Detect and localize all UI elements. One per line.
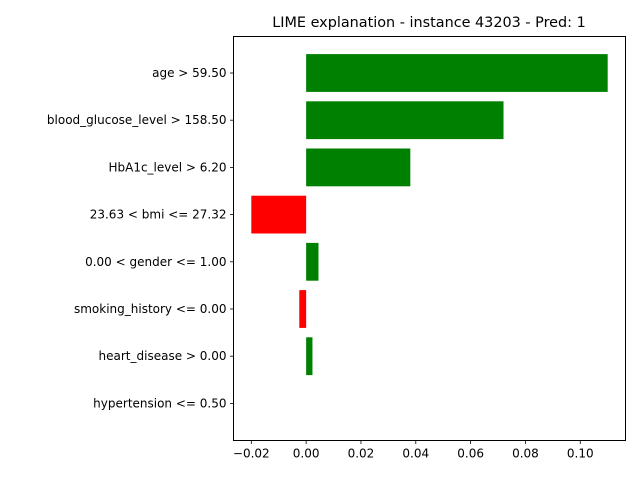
bar-3 — [251, 195, 307, 234]
bar-4 — [306, 242, 319, 281]
y-tick-label-7: hypertension <= 0.50 — [93, 396, 226, 410]
y-tick-label-5: smoking_history <= 0.00 — [74, 302, 227, 316]
x-tick-label-5: 0.08 — [512, 447, 539, 461]
bar-5 — [299, 290, 307, 328]
x-tick-label-1: 0.00 — [293, 447, 320, 461]
bar-1 — [306, 101, 504, 140]
bar-0 — [306, 54, 608, 92]
x-tick-label-0: −0.02 — [233, 447, 270, 461]
x-tick-label-6: 0.10 — [567, 447, 594, 461]
y-tick-label-0: age > 59.50 — [152, 66, 226, 80]
y-tick-label-3: 23.63 < bmi <= 27.32 — [90, 208, 227, 222]
y-axis: age > 59.50 blood_glucose_level > 158.50 H… — [47, 66, 234, 410]
y-tick-label-4: 0.00 < gender <= 1.00 — [85, 255, 226, 269]
y-tick-label-1: blood_glucose_level > 158.50 — [47, 113, 227, 127]
x-tick-label-3: 0.04 — [402, 447, 429, 461]
bar-6 — [306, 337, 313, 376]
y-tick-label-6: heart_disease > 0.00 — [99, 349, 227, 363]
chart-title: LIME explanation - instance 43203 - Pred… — [272, 15, 586, 31]
x-axis: −0.02 0.00 0.02 0.04 0.06 0.08 0.10 — [233, 440, 594, 461]
x-tick-label-2: 0.02 — [348, 447, 375, 461]
bars-layer — [251, 54, 608, 376]
x-tick-label-4: 0.06 — [457, 447, 484, 461]
plot-frame — [233, 36, 626, 441]
y-tick-label-2: HbA1c_level > 6.20 — [108, 160, 226, 174]
bar-2 — [306, 148, 411, 187]
